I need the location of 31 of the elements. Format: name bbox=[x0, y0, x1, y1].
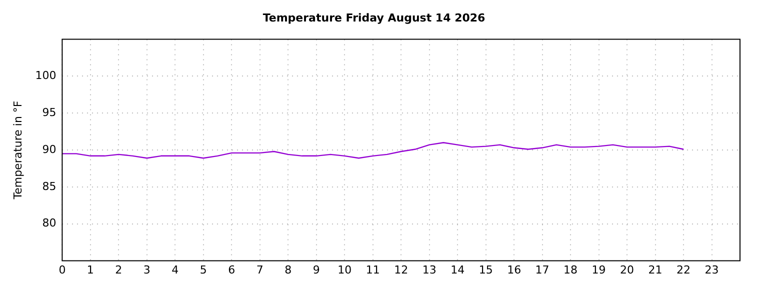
x-tick-label: 3 bbox=[143, 263, 150, 276]
x-tick-label: 17 bbox=[535, 263, 550, 276]
x-tick-label: 0 bbox=[58, 263, 66, 276]
x-tick-label: 10 bbox=[338, 263, 352, 276]
x-tick-label: 13 bbox=[422, 263, 436, 276]
x-tick-label: 15 bbox=[478, 263, 493, 276]
x-tick-label: 11 bbox=[366, 263, 380, 276]
x-tick-label: 14 bbox=[450, 263, 465, 276]
y-tick-label: 90 bbox=[42, 142, 56, 156]
x-tick-label: 16 bbox=[507, 263, 522, 276]
x-tick-label: 21 bbox=[648, 263, 662, 276]
x-tick-label: 19 bbox=[592, 263, 606, 276]
y-axis-title: Temperature in °F bbox=[11, 100, 24, 200]
x-tick-label: 5 bbox=[200, 263, 207, 276]
x-tick-label: 4 bbox=[172, 263, 179, 276]
y-tick-label: 80 bbox=[42, 216, 56, 230]
x-tick-label: 2 bbox=[115, 263, 122, 276]
chart-title: Temperature Friday August 14 2026 bbox=[262, 11, 486, 24]
x-tick-label: 20 bbox=[620, 263, 634, 276]
x-tick-label: 12 bbox=[394, 263, 408, 276]
x-tick-label: 1 bbox=[86, 263, 94, 276]
x-tick-label: 23 bbox=[704, 263, 719, 276]
x-tick-label: 9 bbox=[312, 263, 320, 276]
y-tick-label: 95 bbox=[42, 106, 56, 119]
x-tick-label: 18 bbox=[564, 263, 578, 276]
y-tick-label: 100 bbox=[35, 68, 56, 82]
x-tick-label: 8 bbox=[284, 263, 292, 276]
x-tick-label: 7 bbox=[256, 263, 264, 276]
y-tick-label: 85 bbox=[42, 180, 56, 193]
x-tick-label: 6 bbox=[228, 263, 236, 276]
x-tick-label: 22 bbox=[676, 263, 691, 276]
